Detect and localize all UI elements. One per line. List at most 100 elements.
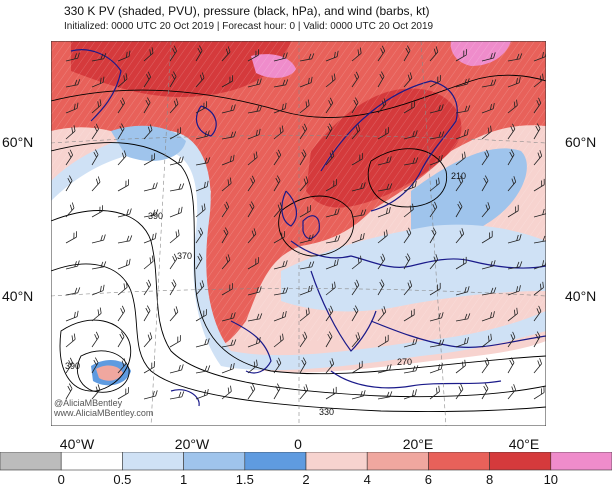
wind-barb: [247, 383, 256, 400]
wind-barb: [351, 71, 360, 88]
pv-blue-patch: [111, 125, 186, 161]
wind-barb: [65, 357, 74, 374]
wind-barb: [351, 47, 362, 62]
credit-handle: @AliciaMBentley: [54, 398, 123, 408]
wind-barb: [351, 153, 363, 166]
wind-barb: [65, 383, 73, 400]
wind-barb: [169, 335, 181, 348]
colorbar-swatch: [122, 452, 184, 471]
lon-label-0: 0: [294, 436, 302, 452]
lon-label-20w: 20°W: [174, 436, 210, 452]
wind-barb: [481, 383, 489, 400]
wind-barb: [143, 153, 156, 166]
wind-barb: [169, 156, 184, 166]
wind-barb: [325, 97, 334, 114]
wind-barb: [65, 79, 81, 88]
wind-barb: [169, 279, 177, 296]
wind-barb: [91, 284, 105, 296]
wind-barb: [299, 357, 307, 374]
contour-labels: 390 370 390 270 330 210: [65, 171, 466, 417]
wind-barb: [429, 363, 443, 374]
wind-barbs: [65, 45, 546, 400]
wind-barb: [507, 261, 523, 270]
wind-barb: [455, 175, 464, 192]
wind-barb: [377, 229, 388, 244]
wind-barb: [65, 333, 76, 348]
colorbar-swatch: [60, 452, 123, 471]
wind-barb: [351, 332, 361, 348]
wind-barb: [533, 305, 542, 322]
wind-barb: [143, 279, 152, 296]
wind-barb: [273, 79, 289, 88]
wind-barb: [455, 78, 470, 88]
wind-barb: [65, 52, 80, 62]
wind-barb: [455, 151, 466, 166]
wind-barb: [429, 46, 439, 62]
colorbar-label: 2: [302, 472, 310, 487]
pv-low-region: [51, 136, 546, 426]
wind-barb: [351, 279, 360, 296]
wind-barb: [273, 52, 288, 62]
wind-barb: [429, 201, 438, 218]
wind-barb: [91, 76, 105, 88]
wind-barb: [247, 257, 259, 270]
wind-barb: [273, 357, 282, 374]
wind-barb: [429, 154, 443, 166]
colorbar-label: 1: [179, 472, 188, 487]
wind-barb: [221, 283, 233, 296]
wind-barb: [169, 206, 183, 218]
wind-barb: [273, 231, 285, 244]
wind-barb: [91, 331, 100, 348]
wind-barb: [221, 154, 235, 166]
wind-barb: [143, 47, 154, 62]
wind-barb: [455, 359, 466, 374]
lon-label-20e: 20°E: [402, 436, 434, 452]
wind-barb: [429, 254, 439, 270]
colorbar-label: 0.5: [113, 472, 132, 487]
wind-barb: [455, 383, 464, 400]
contour-label: 210: [451, 171, 466, 181]
wind-barb: [117, 281, 128, 296]
contour-label: 370: [177, 251, 192, 261]
wind-barb: [65, 202, 75, 218]
wind-barb: [65, 102, 79, 114]
wind-barb: [273, 383, 281, 400]
wind-barb: [403, 101, 415, 114]
wind-barb: [351, 390, 366, 400]
wind-barb: [65, 287, 81, 296]
wind-barb: [273, 102, 287, 114]
wind-barb: [507, 331, 516, 348]
wind-barb: [169, 364, 184, 374]
wind-barb: [377, 127, 389, 140]
wind-barb: [91, 261, 107, 270]
wind-barb: [429, 131, 445, 140]
wind-barb: [429, 312, 444, 322]
wind-barb: [169, 391, 185, 400]
wind-barb: [351, 305, 359, 322]
wind-barb: [91, 99, 102, 114]
wind-barb: [143, 390, 158, 400]
wind-barb: [65, 310, 79, 322]
wind-barb: [429, 177, 440, 192]
lon-label-40e: 40°E: [508, 436, 540, 452]
wind-barb: [455, 201, 463, 218]
wind-barb: [117, 358, 127, 374]
wind-barb: [325, 208, 340, 218]
wind-barb: [143, 305, 151, 322]
wind-barb: [325, 386, 337, 400]
lat-label-60-right: 60°N: [565, 134, 597, 150]
wind-barb: [117, 150, 127, 166]
wind-barb: [403, 72, 413, 88]
wind-barb: [247, 78, 262, 88]
wind-barb: [325, 150, 335, 166]
wind-barb: [117, 208, 132, 218]
wind-barb: [221, 46, 231, 62]
wind-barb: [221, 75, 234, 88]
wind-barb: [403, 130, 418, 140]
wind-barb: [169, 98, 179, 114]
wind-barb: [195, 130, 210, 140]
contour-label: 390: [65, 361, 80, 371]
wind-barb: [429, 75, 441, 88]
wind-barb: [377, 279, 385, 296]
pv-pink-patch: [96, 365, 123, 381]
